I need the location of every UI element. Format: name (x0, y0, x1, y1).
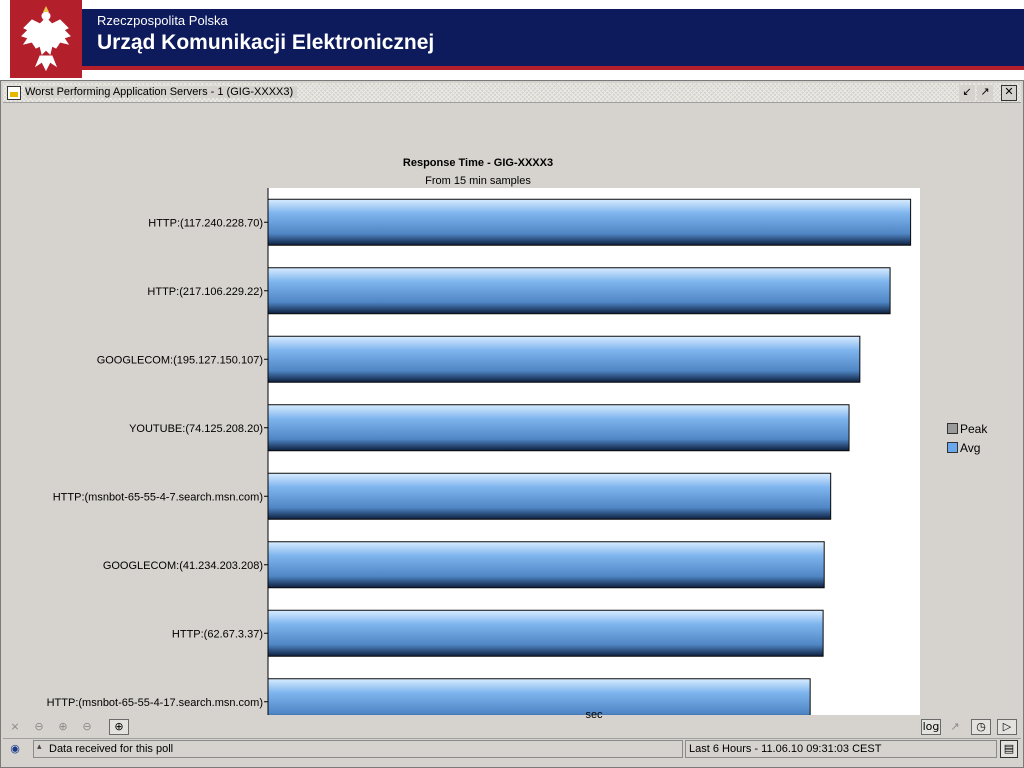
zoom-fit-icon[interactable]: ⊖ (82, 720, 92, 733)
export-icon[interactable]: ▷ (997, 719, 1017, 735)
bar-4[interactable] (267, 472, 832, 520)
header-subtitle: Rzeczpospolita Polska (97, 13, 228, 28)
zoom-in-icon[interactable]: ⊕ (58, 720, 68, 733)
status-message-box: ▴ Data received for this poll (33, 740, 683, 758)
report-window: Worst Performing Application Servers - 1… (0, 80, 1024, 768)
bar-1[interactable] (267, 267, 891, 315)
y-tick-label-4: HTTP:(msnbot-65-55-4-7.search.msn.com) (53, 491, 263, 503)
network-icon: ◉ (10, 742, 20, 755)
x-axis-label: sec (585, 709, 603, 721)
zoom-out-icon[interactable]: ⊖ (34, 720, 44, 733)
legend-swatch-peak (947, 423, 958, 434)
window-icon[interactable]: ▤ (1000, 740, 1018, 758)
chart-title: Response Time - GIG-XXXX3 (402, 157, 554, 169)
header-band (82, 9, 1024, 66)
maximize-icon[interactable]: ↗ (977, 85, 993, 101)
legend-label-peak: Peak (960, 421, 988, 436)
info-icon: ▴ (37, 742, 42, 752)
log-scale-button[interactable]: log (921, 719, 941, 735)
chart-panel: HTTP:(117.240.228.70) HTTP:(217.106.229.2… (3, 105, 1021, 721)
bar-chart: HTTP:(117.240.228.70) HTTP:(217.106.229.2… (47, 188, 920, 715)
y-tick-label-1: HTTP:(217.106.229.22) (147, 286, 263, 298)
eagle-emblem-icon (10, 0, 82, 78)
status-bar: ◉ ▴ Data received for this poll Last 6 H… (3, 738, 1021, 758)
y-tick-label-7: HTTP:(msnbot-65-55-4-17.search.msn.com) (47, 697, 263, 709)
status-time-box: Last 6 Hours - 11.06.10 09:31:03 CEST (685, 740, 997, 758)
legend-swatch-avg (947, 442, 958, 453)
legend-label-avg: Avg (960, 440, 981, 455)
y-tick-label-0: HTTP:(117.240.228.70) (148, 217, 263, 229)
header-title: Urząd Komunikacji Elektronicznej (97, 31, 435, 54)
zoom-select-icon[interactable]: ⊕ (109, 719, 129, 735)
bar-3[interactable] (267, 404, 850, 452)
window-titlebar[interactable]: Worst Performing Application Servers - 1… (3, 83, 1021, 103)
legend-item-avg: Avg (947, 438, 987, 457)
status-timestamp: Last 6 Hours - 11.06.10 09:31:03 CEST (689, 743, 882, 755)
zoom-toolbar: ⨯ ⊖ ⊕ ⊖ ⊕ log ↗ ◷ ▷ (3, 717, 1021, 737)
bar-0[interactable] (267, 198, 912, 246)
window-title: Worst Performing Application Servers - 1… (25, 86, 298, 98)
trend-icon[interactable]: ↗ (950, 720, 960, 733)
chart-subtitle: From 15 min samples (425, 175, 531, 187)
status-message: Data received for this poll (49, 743, 174, 755)
report-icon (7, 86, 21, 100)
y-tick-label-2: GOOGLECOM:(195.127.150.107) (97, 354, 263, 366)
zoom-reset-icon[interactable]: ⨯ (10, 720, 20, 733)
clock-icon[interactable]: ◷ (971, 719, 991, 735)
legend-item-peak: Peak (947, 419, 987, 438)
restore-icon[interactable]: ↙ (959, 85, 975, 101)
header-stripe (82, 66, 1024, 70)
y-tick-label-6: HTTP:(62.67.3.37) (172, 628, 263, 640)
agency-header: Rzeczpospolita Polska Urząd Komunikacji … (0, 0, 1024, 78)
bar-6[interactable] (267, 609, 824, 657)
bar-2[interactable] (267, 335, 861, 383)
bar-5[interactable] (267, 541, 825, 589)
bar-7[interactable] (267, 678, 811, 715)
y-tick-label-3: YOUTUBE:(74.125.208.20) (129, 423, 263, 435)
close-icon[interactable]: ✕ (1001, 85, 1017, 101)
legend: Peak Avg (947, 419, 987, 457)
y-tick-label-5: GOOGLECOM:(41.234.203.208) (103, 560, 263, 572)
